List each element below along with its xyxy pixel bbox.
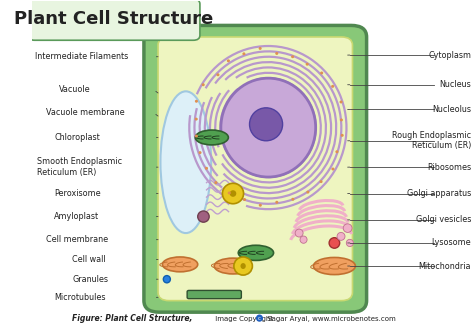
Text: Nucleus: Nucleus (439, 80, 471, 89)
Ellipse shape (243, 198, 246, 201)
Ellipse shape (199, 151, 201, 154)
Text: Amyloplast: Amyloplast (55, 212, 100, 221)
Ellipse shape (201, 83, 205, 86)
Text: Microtubules: Microtubules (55, 293, 106, 302)
Ellipse shape (205, 167, 208, 170)
Ellipse shape (331, 167, 335, 170)
Text: Cell wall: Cell wall (72, 255, 106, 264)
Ellipse shape (275, 201, 278, 204)
Ellipse shape (341, 134, 344, 137)
Ellipse shape (240, 263, 246, 269)
Text: Cytoplasm: Cytoplasm (428, 51, 471, 60)
Text: Lysosome: Lysosome (431, 238, 471, 248)
Ellipse shape (320, 71, 323, 74)
Ellipse shape (238, 245, 273, 260)
Ellipse shape (230, 190, 237, 197)
Text: Golgi apparatus: Golgi apparatus (407, 189, 471, 198)
Text: Image Copyright: Image Copyright (213, 316, 273, 322)
Text: c: c (258, 316, 261, 321)
Text: Vacuole membrane: Vacuole membrane (46, 108, 124, 117)
Ellipse shape (195, 135, 198, 138)
Ellipse shape (228, 191, 231, 194)
Ellipse shape (291, 55, 294, 58)
Text: Cell membrane: Cell membrane (46, 235, 108, 244)
Ellipse shape (306, 191, 310, 194)
Ellipse shape (214, 258, 252, 274)
Ellipse shape (300, 236, 307, 243)
Ellipse shape (234, 257, 252, 275)
FancyBboxPatch shape (158, 37, 353, 301)
Ellipse shape (275, 52, 278, 55)
Text: Smooth Endoplasmic
Reticulum (ER): Smooth Endoplasmic Reticulum (ER) (37, 158, 122, 177)
Ellipse shape (259, 204, 262, 207)
Ellipse shape (214, 181, 218, 184)
Text: Sagar Aryal, www.microbenotes.com: Sagar Aryal, www.microbenotes.com (265, 316, 396, 322)
Ellipse shape (227, 59, 230, 62)
Text: Peroxisome: Peroxisome (55, 189, 101, 198)
Ellipse shape (343, 224, 352, 232)
Ellipse shape (306, 63, 309, 66)
Text: Plant Cell Structure: Plant Cell Structure (14, 11, 214, 28)
Text: Golgi vesicles: Golgi vesicles (416, 215, 471, 224)
Ellipse shape (249, 108, 283, 141)
FancyBboxPatch shape (187, 290, 241, 299)
Text: Rough Endoplasmic
Reticulum (ER): Rough Endoplasmic Reticulum (ER) (392, 131, 471, 151)
FancyBboxPatch shape (28, 0, 200, 40)
Text: Granules: Granules (72, 275, 108, 284)
Text: Vacuole: Vacuole (59, 85, 91, 94)
Ellipse shape (221, 78, 316, 177)
Ellipse shape (198, 211, 209, 222)
Ellipse shape (259, 47, 262, 50)
Ellipse shape (195, 130, 228, 145)
Ellipse shape (195, 100, 198, 103)
Ellipse shape (313, 258, 356, 275)
Ellipse shape (336, 150, 338, 153)
Text: Nucleolus: Nucleolus (432, 105, 471, 114)
Ellipse shape (164, 276, 170, 283)
Ellipse shape (346, 239, 354, 247)
Ellipse shape (256, 314, 263, 322)
Ellipse shape (295, 229, 303, 237)
Text: Chloroplast: Chloroplast (55, 133, 100, 142)
Ellipse shape (222, 183, 244, 204)
Ellipse shape (292, 198, 294, 201)
Ellipse shape (161, 91, 211, 233)
Ellipse shape (195, 118, 198, 120)
Ellipse shape (331, 85, 334, 88)
Ellipse shape (329, 238, 340, 248)
Text: Figure: Plant Cell Structure,: Figure: Plant Cell Structure, (72, 314, 192, 323)
Text: Ribosomes: Ribosomes (427, 163, 471, 172)
Ellipse shape (340, 118, 343, 121)
Ellipse shape (337, 232, 345, 240)
Ellipse shape (339, 101, 343, 104)
Text: Intermediate Filaments: Intermediate Filaments (35, 52, 128, 61)
FancyBboxPatch shape (144, 25, 366, 312)
Ellipse shape (242, 52, 246, 55)
Ellipse shape (217, 73, 219, 76)
Ellipse shape (163, 257, 198, 272)
Text: Mitochondria: Mitochondria (419, 261, 471, 270)
Ellipse shape (319, 180, 323, 183)
